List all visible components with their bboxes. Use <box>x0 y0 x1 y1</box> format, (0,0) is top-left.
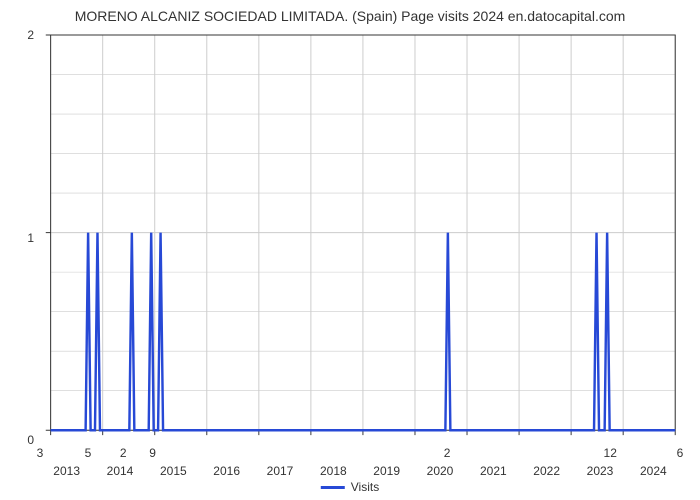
chart-title: MORENO ALCANIZ SOCIEDAD LIMITADA. (Spain… <box>0 0 700 28</box>
y-tick-label: 2 <box>4 28 34 42</box>
x-year-label: 2021 <box>480 464 507 478</box>
x-value-label: 5 <box>85 446 92 460</box>
y-tick-label: 0 <box>4 433 34 447</box>
x-value-label: 6 <box>677 446 684 460</box>
x-year-label: 2022 <box>533 464 560 478</box>
x-year-label: 2013 <box>53 464 80 478</box>
x-year-label: 2017 <box>267 464 294 478</box>
x-value-label: 12 <box>604 446 617 460</box>
chart-plot <box>40 35 680 440</box>
chart-area: 0123529212620132014201520162017201820192… <box>40 35 680 440</box>
legend: Visits <box>321 480 379 494</box>
x-year-label: 2018 <box>320 464 347 478</box>
x-year-label: 2016 <box>213 464 240 478</box>
legend-label: Visits <box>351 480 379 494</box>
x-year-label: 2024 <box>640 464 667 478</box>
x-value-label: 3 <box>37 446 44 460</box>
x-year-label: 2019 <box>373 464 400 478</box>
x-value-label: 9 <box>149 446 156 460</box>
x-year-label: 2014 <box>107 464 134 478</box>
x-value-label: 2 <box>444 446 451 460</box>
x-value-label: 2 <box>120 446 127 460</box>
legend-swatch <box>321 486 345 489</box>
y-tick-label: 1 <box>4 231 34 245</box>
x-year-label: 2015 <box>160 464 187 478</box>
chart-container: MORENO ALCANIZ SOCIEDAD LIMITADA. (Spain… <box>0 0 700 500</box>
x-year-label: 2020 <box>427 464 454 478</box>
x-year-label: 2023 <box>587 464 614 478</box>
